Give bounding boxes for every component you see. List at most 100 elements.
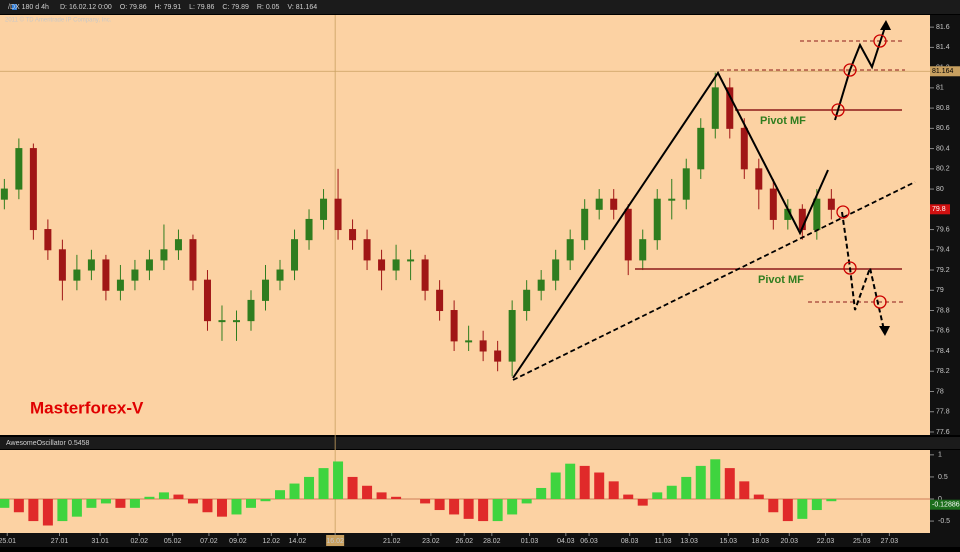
osc-bar xyxy=(695,465,706,500)
y-tick-label: 80.8 xyxy=(936,105,950,112)
price-panel xyxy=(0,15,930,435)
header-field: H: 79.91 xyxy=(155,4,182,11)
y-tick-label: 78.6 xyxy=(936,328,950,335)
y-tick-label: 80.2 xyxy=(936,166,950,173)
y-tick-label: 78.8 xyxy=(936,307,950,314)
candle-body xyxy=(247,299,255,322)
symbol: /DX 180 d 4h xyxy=(8,4,49,11)
osc-bar xyxy=(245,499,256,508)
osc-bar xyxy=(420,499,431,504)
candle-body xyxy=(320,198,328,220)
y-tick-label: 80 xyxy=(936,186,944,193)
candle-body xyxy=(232,320,240,323)
y-tick-label: 81.4 xyxy=(936,44,950,51)
candle-body xyxy=(392,259,400,271)
candle-body xyxy=(726,87,734,129)
candle-body xyxy=(174,239,182,251)
osc-bar xyxy=(565,463,576,500)
circle xyxy=(843,261,857,275)
x-tick-label: 15.03 xyxy=(720,538,738,545)
y-tick-label: 77.8 xyxy=(936,409,950,416)
candle-body xyxy=(407,259,415,262)
osc-bar xyxy=(826,499,837,502)
annotation: Pivot MF xyxy=(760,115,806,127)
candle-body xyxy=(87,259,95,271)
osc-bar xyxy=(129,499,140,508)
circle xyxy=(873,34,887,48)
osc-axis xyxy=(930,450,960,533)
candle-body xyxy=(145,259,153,271)
candle-body xyxy=(769,188,777,220)
osc-bar xyxy=(0,499,10,508)
candle-body xyxy=(29,148,37,231)
osc-bar xyxy=(652,492,663,500)
candle-body xyxy=(421,259,429,291)
osc-bar xyxy=(158,492,169,500)
osc-bar xyxy=(28,499,39,522)
candle-body xyxy=(566,239,574,261)
osc-bar xyxy=(449,499,460,515)
x-tick-label: 13.03 xyxy=(680,538,698,545)
osc-bar xyxy=(478,499,489,522)
osc-bar xyxy=(187,499,198,504)
circles xyxy=(831,34,887,309)
osc-bar xyxy=(434,499,445,511)
y-tick-label: 79 xyxy=(936,287,944,294)
osc-bar xyxy=(681,476,692,500)
osc-bar xyxy=(463,499,474,519)
osc-bar xyxy=(115,499,126,508)
candle-body xyxy=(291,239,299,271)
candle-body xyxy=(827,198,835,210)
osc-bar xyxy=(13,499,24,513)
candle-body xyxy=(378,259,386,271)
osc-bar xyxy=(753,494,764,500)
candle-body xyxy=(116,279,124,291)
header-field: R: 0.05 xyxy=(257,4,280,11)
arrow-head xyxy=(880,20,891,30)
candle-body xyxy=(363,239,371,261)
osc-bar xyxy=(71,499,82,517)
candle-body xyxy=(131,269,139,281)
candle-body xyxy=(537,279,545,291)
candle-body xyxy=(639,239,647,261)
osc-panel xyxy=(0,450,930,533)
osc-bar xyxy=(376,492,387,500)
x-tick-label: 20.03 xyxy=(781,538,799,545)
candle-body xyxy=(581,208,589,241)
x-tick-label: 26.02 xyxy=(456,538,474,545)
circle xyxy=(836,205,850,219)
header-field: D: 16.02.12 0:00 xyxy=(60,4,112,11)
y-tick-label: 78.4 xyxy=(936,348,950,355)
osc-tick-label: 0 xyxy=(938,496,942,503)
candle-body xyxy=(813,198,821,231)
candle-body xyxy=(276,269,284,281)
osc-bar xyxy=(202,499,213,513)
osc-bar xyxy=(637,499,648,506)
y-tick-label: 79.6 xyxy=(936,226,950,233)
osc-bar xyxy=(623,494,634,500)
up-path xyxy=(834,23,887,121)
y-tick-label: 79.4 xyxy=(936,247,950,254)
x-tick-label: 08.03 xyxy=(621,538,639,545)
y-tick-label: 78 xyxy=(936,388,944,395)
osc-bar xyxy=(144,496,155,500)
symbol-icon xyxy=(12,4,17,10)
circle xyxy=(843,63,857,77)
crosshair-label-box xyxy=(930,66,960,77)
osc-bar xyxy=(666,485,677,500)
y-tick-label: 81 xyxy=(936,85,944,92)
x-tick-label: 09.02 xyxy=(229,538,247,545)
candle-body xyxy=(58,249,66,281)
x-tick-label: 11.03 xyxy=(655,538,672,545)
last-price-box xyxy=(930,204,950,215)
x-tick-label: 25.01 xyxy=(0,538,16,545)
osc-bar xyxy=(594,472,605,500)
y-tick-label: 79.2 xyxy=(936,267,950,274)
candle-body xyxy=(15,148,23,190)
osc-current: 0.5458 xyxy=(68,440,90,447)
candle-body xyxy=(218,320,226,323)
osc-bar xyxy=(536,487,547,500)
candle-body xyxy=(102,259,110,291)
x-tick-label: 21.02 xyxy=(383,538,401,545)
candle-body xyxy=(479,340,487,352)
